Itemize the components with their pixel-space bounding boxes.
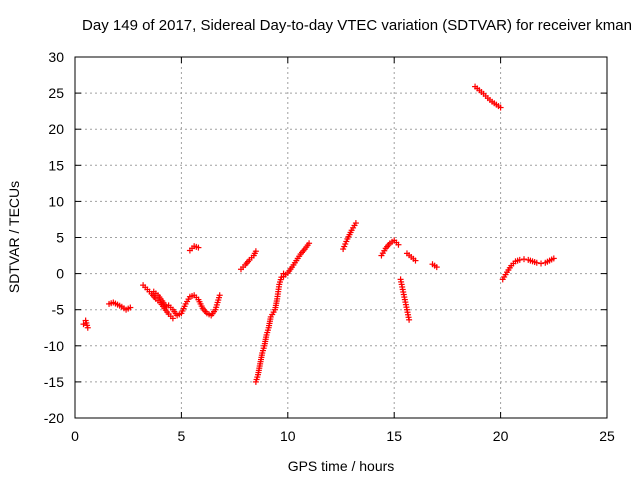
data-point [433,264,440,271]
data-points [80,83,557,385]
y-tick-label: 30 [48,49,64,65]
data-point [533,259,540,266]
tick-labels: 0 5 10 15 20 25 -20 -15 -10 -5 0 5 10 15 20 25 30 [44,49,615,444]
y-tick-label: 15 [48,157,64,173]
x-tick-label: 0 [71,428,79,444]
axes [74,56,608,419]
y-axis-label: SDTVAR / TECUs [6,180,22,294]
data-point [84,324,91,331]
data-point [169,315,176,322]
data-point [127,304,134,311]
grid-lines [75,57,607,418]
data-point [252,248,259,255]
data-point [195,244,202,251]
data-point [497,104,504,111]
y-tick-label: 20 [48,121,64,137]
x-tick-label: 15 [386,428,402,444]
y-tick-label: 10 [48,193,64,209]
x-tick-label: 25 [599,428,615,444]
data-point [406,316,413,323]
data-point [216,292,223,299]
data-point [395,241,402,248]
y-tick-label: 0 [56,266,64,282]
y-tick-label: -20 [44,410,64,426]
data-point [306,240,313,247]
x-axis-label: GPS time / hours [287,458,395,474]
x-tick-label: 20 [493,428,509,444]
data-point [550,255,557,262]
data-point [538,260,545,267]
data-point [352,220,359,227]
x-tick-label: 10 [280,428,296,444]
y-tick-label: 25 [48,85,64,101]
data-point [412,257,419,264]
data-point [80,321,87,328]
y-tick-label: -5 [52,302,65,318]
data-point [521,256,528,263]
x-tick-label: 5 [178,428,186,444]
data-point [516,256,523,263]
y-tick-label: -10 [44,338,64,354]
y-tick-label: -15 [44,374,64,390]
chart-title: Day 149 of 2017, Sidereal Day-to-day VTE… [82,17,632,34]
y-tick-label: 5 [56,230,64,246]
